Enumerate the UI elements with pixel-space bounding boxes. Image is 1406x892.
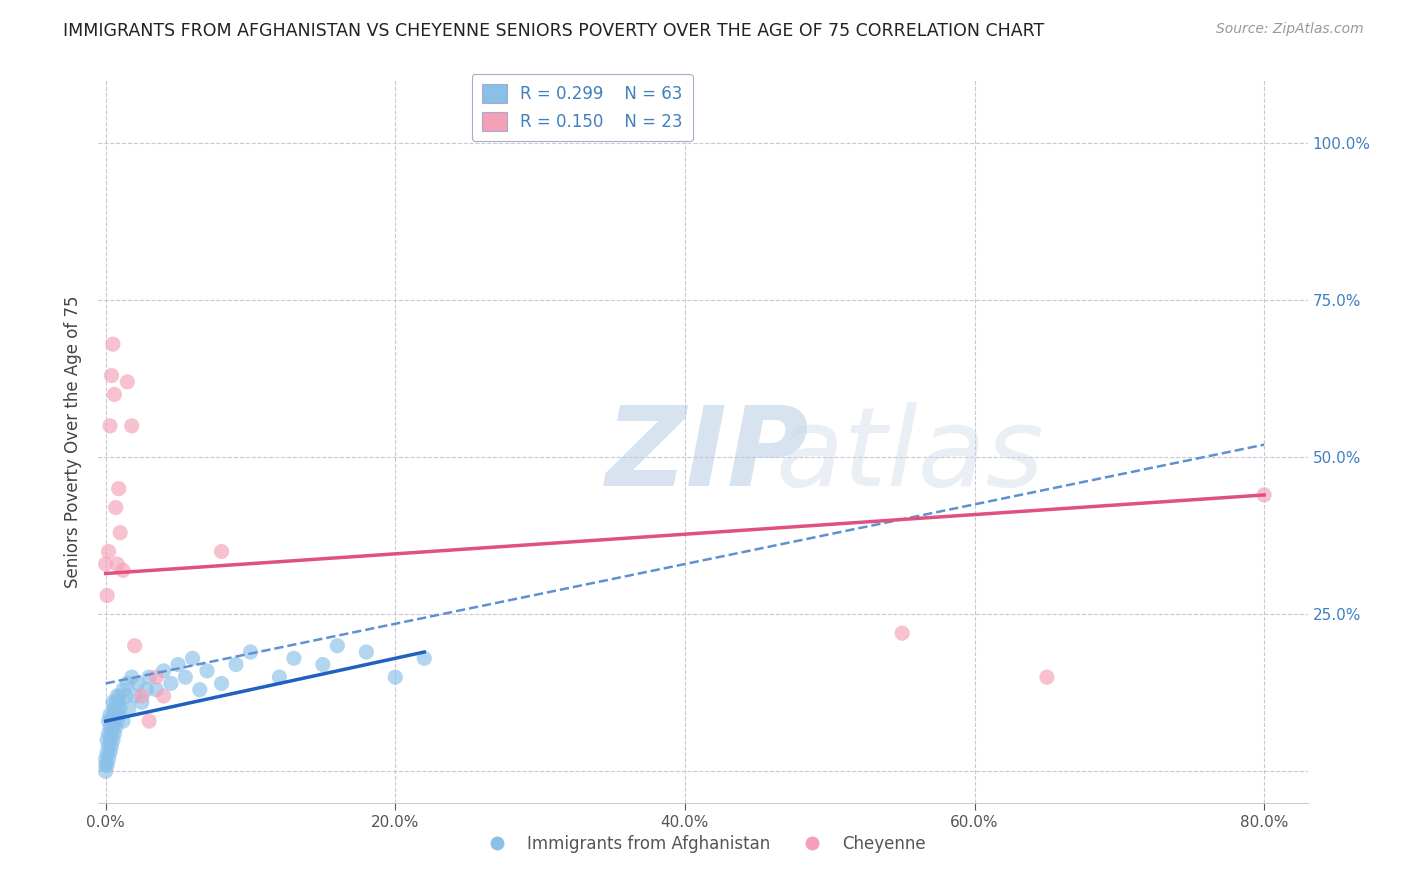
Point [891, 626, 914, 640]
Point [100, 739, 122, 754]
Point [96, 746, 118, 760]
Point [101, 720, 124, 734]
Point [1036, 670, 1059, 684]
Text: atlas: atlas [776, 402, 1045, 509]
Point [312, 657, 335, 672]
Point [283, 651, 305, 665]
Point [96, 733, 118, 747]
Point [96, 589, 118, 603]
Point [112, 714, 135, 728]
Point [152, 689, 174, 703]
Point [105, 689, 128, 703]
Point [103, 714, 125, 728]
Point [98, 418, 121, 433]
Point [115, 689, 138, 703]
Point [101, 733, 124, 747]
Point [131, 689, 153, 703]
Point [121, 670, 143, 684]
Point [107, 707, 129, 722]
Point [131, 695, 153, 709]
Point [413, 651, 436, 665]
Point [135, 682, 157, 697]
Point [124, 639, 146, 653]
Point [103, 701, 125, 715]
Text: Source: ZipAtlas.com: Source: ZipAtlas.com [1216, 22, 1364, 37]
Point [108, 689, 131, 703]
Point [100, 727, 122, 741]
Point [108, 525, 131, 540]
Point [98, 707, 121, 722]
Point [326, 639, 349, 653]
Point [124, 689, 146, 703]
Point [94, 764, 117, 779]
Point [104, 707, 127, 722]
Point [225, 657, 247, 672]
Point [121, 418, 143, 433]
Point [104, 695, 127, 709]
Point [239, 645, 262, 659]
Point [174, 670, 197, 684]
Point [211, 676, 233, 690]
Point [138, 714, 160, 728]
Point [118, 701, 141, 715]
Point [269, 670, 291, 684]
Text: IMMIGRANTS FROM AFGHANISTAN VS CHEYENNE SENIORS POVERTY OVER THE AGE OF 75 CORRE: IMMIGRANTS FROM AFGHANISTAN VS CHEYENNE … [63, 22, 1045, 40]
Point [181, 651, 204, 665]
Point [145, 682, 167, 697]
Point [104, 500, 127, 515]
Point [117, 676, 139, 690]
Point [112, 682, 135, 697]
Point [97, 714, 120, 728]
Point [188, 682, 211, 697]
Legend: Immigrants from Afghanistan, Cheyenne: Immigrants from Afghanistan, Cheyenne [474, 828, 932, 860]
Point [104, 720, 127, 734]
Point [105, 714, 128, 728]
Point [103, 727, 125, 741]
Point [96, 758, 118, 772]
Point [100, 714, 122, 728]
Point [100, 368, 122, 383]
Point [94, 758, 117, 772]
Point [108, 701, 131, 715]
Point [384, 670, 406, 684]
Point [138, 670, 160, 684]
Point [94, 557, 117, 571]
Point [117, 375, 139, 389]
Point [195, 664, 218, 678]
Point [1253, 488, 1275, 502]
Point [159, 676, 181, 690]
Point [101, 707, 124, 722]
Point [97, 727, 120, 741]
Point [167, 657, 190, 672]
Point [98, 720, 121, 734]
Text: ZIP: ZIP [606, 402, 810, 509]
Point [152, 664, 174, 678]
Point [107, 482, 129, 496]
Point [105, 557, 128, 571]
Point [103, 387, 125, 401]
Point [145, 670, 167, 684]
Point [98, 746, 121, 760]
Point [107, 695, 129, 709]
Point [112, 563, 135, 577]
Y-axis label: Seniors Poverty Over the Age of 75: Seniors Poverty Over the Age of 75 [65, 295, 83, 588]
Point [97, 752, 120, 766]
Point [211, 544, 233, 558]
Point [356, 645, 378, 659]
Point [94, 752, 117, 766]
Point [127, 676, 149, 690]
Point [97, 739, 120, 754]
Point [98, 733, 121, 747]
Point [101, 337, 124, 351]
Point [101, 695, 124, 709]
Point [105, 701, 128, 715]
Point [97, 544, 120, 558]
